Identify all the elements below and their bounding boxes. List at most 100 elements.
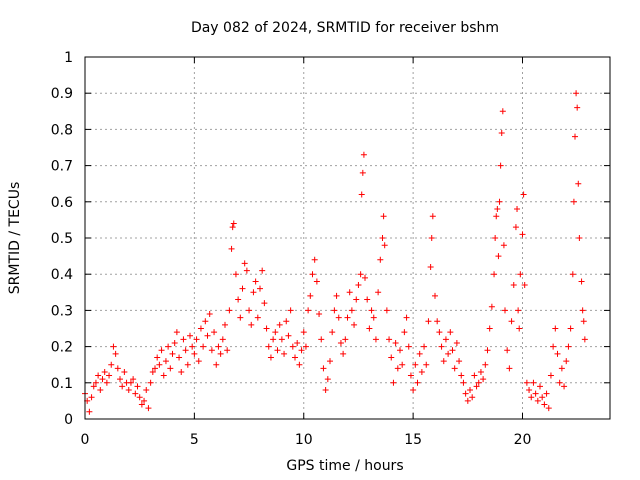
data-point	[498, 130, 505, 137]
data-point	[125, 387, 132, 394]
data-point	[467, 387, 473, 394]
data-point	[575, 180, 582, 187]
data-point	[114, 365, 121, 372]
data-point	[563, 358, 570, 365]
data-point	[499, 108, 506, 115]
data-point	[368, 307, 375, 314]
data-point	[176, 354, 183, 361]
data-point	[180, 336, 187, 343]
data-point	[418, 368, 425, 375]
data-point	[278, 336, 285, 343]
data-point	[386, 336, 393, 343]
data-point	[261, 300, 268, 307]
data-point	[421, 343, 428, 350]
data-point	[195, 358, 202, 365]
data-point	[331, 307, 338, 314]
data-point	[309, 271, 316, 278]
data-point	[136, 394, 143, 401]
data-point	[340, 350, 347, 357]
data-point	[579, 307, 586, 314]
y-tick-label: 0.2	[51, 340, 73, 356]
data-point	[337, 339, 344, 346]
data-point	[197, 325, 204, 332]
data-point	[276, 321, 283, 328]
data-point	[456, 358, 463, 365]
data-point	[514, 206, 521, 213]
data-point	[496, 198, 503, 205]
data-point	[189, 343, 196, 350]
data-point	[243, 267, 250, 274]
data-point	[287, 307, 294, 314]
data-point	[344, 314, 351, 321]
data-point	[447, 329, 454, 336]
data-point	[561, 383, 568, 390]
data-point	[458, 372, 465, 379]
data-point	[570, 198, 577, 205]
y-tick-label: 0.4	[51, 267, 73, 283]
data-point	[222, 321, 228, 328]
data-point	[407, 372, 414, 379]
y-tick-label: 0.1	[51, 376, 73, 392]
data-point	[149, 368, 156, 375]
data-point	[543, 390, 550, 397]
data-point	[88, 394, 95, 401]
data-point	[169, 350, 176, 357]
data-point	[226, 307, 233, 314]
data-point	[410, 387, 417, 394]
data-point	[241, 260, 248, 267]
data-point	[497, 162, 504, 169]
data-point	[184, 361, 191, 368]
data-point	[206, 311, 213, 318]
data-point	[285, 332, 292, 339]
data-point	[305, 307, 312, 314]
data-point	[530, 379, 537, 386]
data-point	[379, 235, 386, 241]
data-point	[488, 303, 495, 310]
chart-title: Day 082 of 2024, SRMTID for receiver bsh…	[191, 20, 499, 36]
data-point	[574, 104, 581, 111]
grid-lines	[85, 57, 610, 419]
data-point	[117, 376, 123, 383]
data-point	[272, 329, 279, 336]
data-points	[82, 90, 588, 415]
data-point	[475, 379, 482, 386]
data-point	[520, 191, 527, 198]
data-point	[346, 289, 353, 296]
data-point	[141, 397, 148, 404]
data-point	[432, 292, 438, 299]
data-point	[252, 278, 259, 285]
data-point	[357, 271, 364, 278]
data-point	[158, 347, 165, 354]
data-point	[97, 387, 104, 394]
data-point	[471, 372, 478, 379]
data-point	[313, 278, 320, 285]
data-point	[534, 397, 541, 404]
data-point	[464, 397, 471, 404]
data-point	[147, 379, 154, 386]
data-point	[434, 318, 441, 325]
y-tick-label: 0.9	[51, 86, 73, 102]
data-point	[274, 347, 281, 354]
data-point	[160, 372, 167, 379]
data-point	[296, 361, 303, 368]
data-point	[523, 379, 530, 386]
data-point	[298, 347, 305, 354]
data-point	[428, 235, 435, 241]
data-point	[193, 336, 200, 343]
data-point	[127, 379, 134, 386]
data-point	[436, 329, 443, 336]
data-point	[132, 390, 139, 397]
data-point	[394, 365, 401, 372]
data-point	[469, 394, 476, 401]
data-point	[263, 325, 270, 332]
data-point	[508, 318, 515, 325]
data-point	[445, 350, 452, 357]
data-point	[224, 347, 231, 354]
data-point	[108, 361, 115, 368]
data-point	[482, 361, 489, 368]
data-point	[438, 343, 445, 350]
data-point	[208, 347, 215, 354]
data-point	[572, 133, 578, 140]
data-point	[237, 314, 244, 321]
